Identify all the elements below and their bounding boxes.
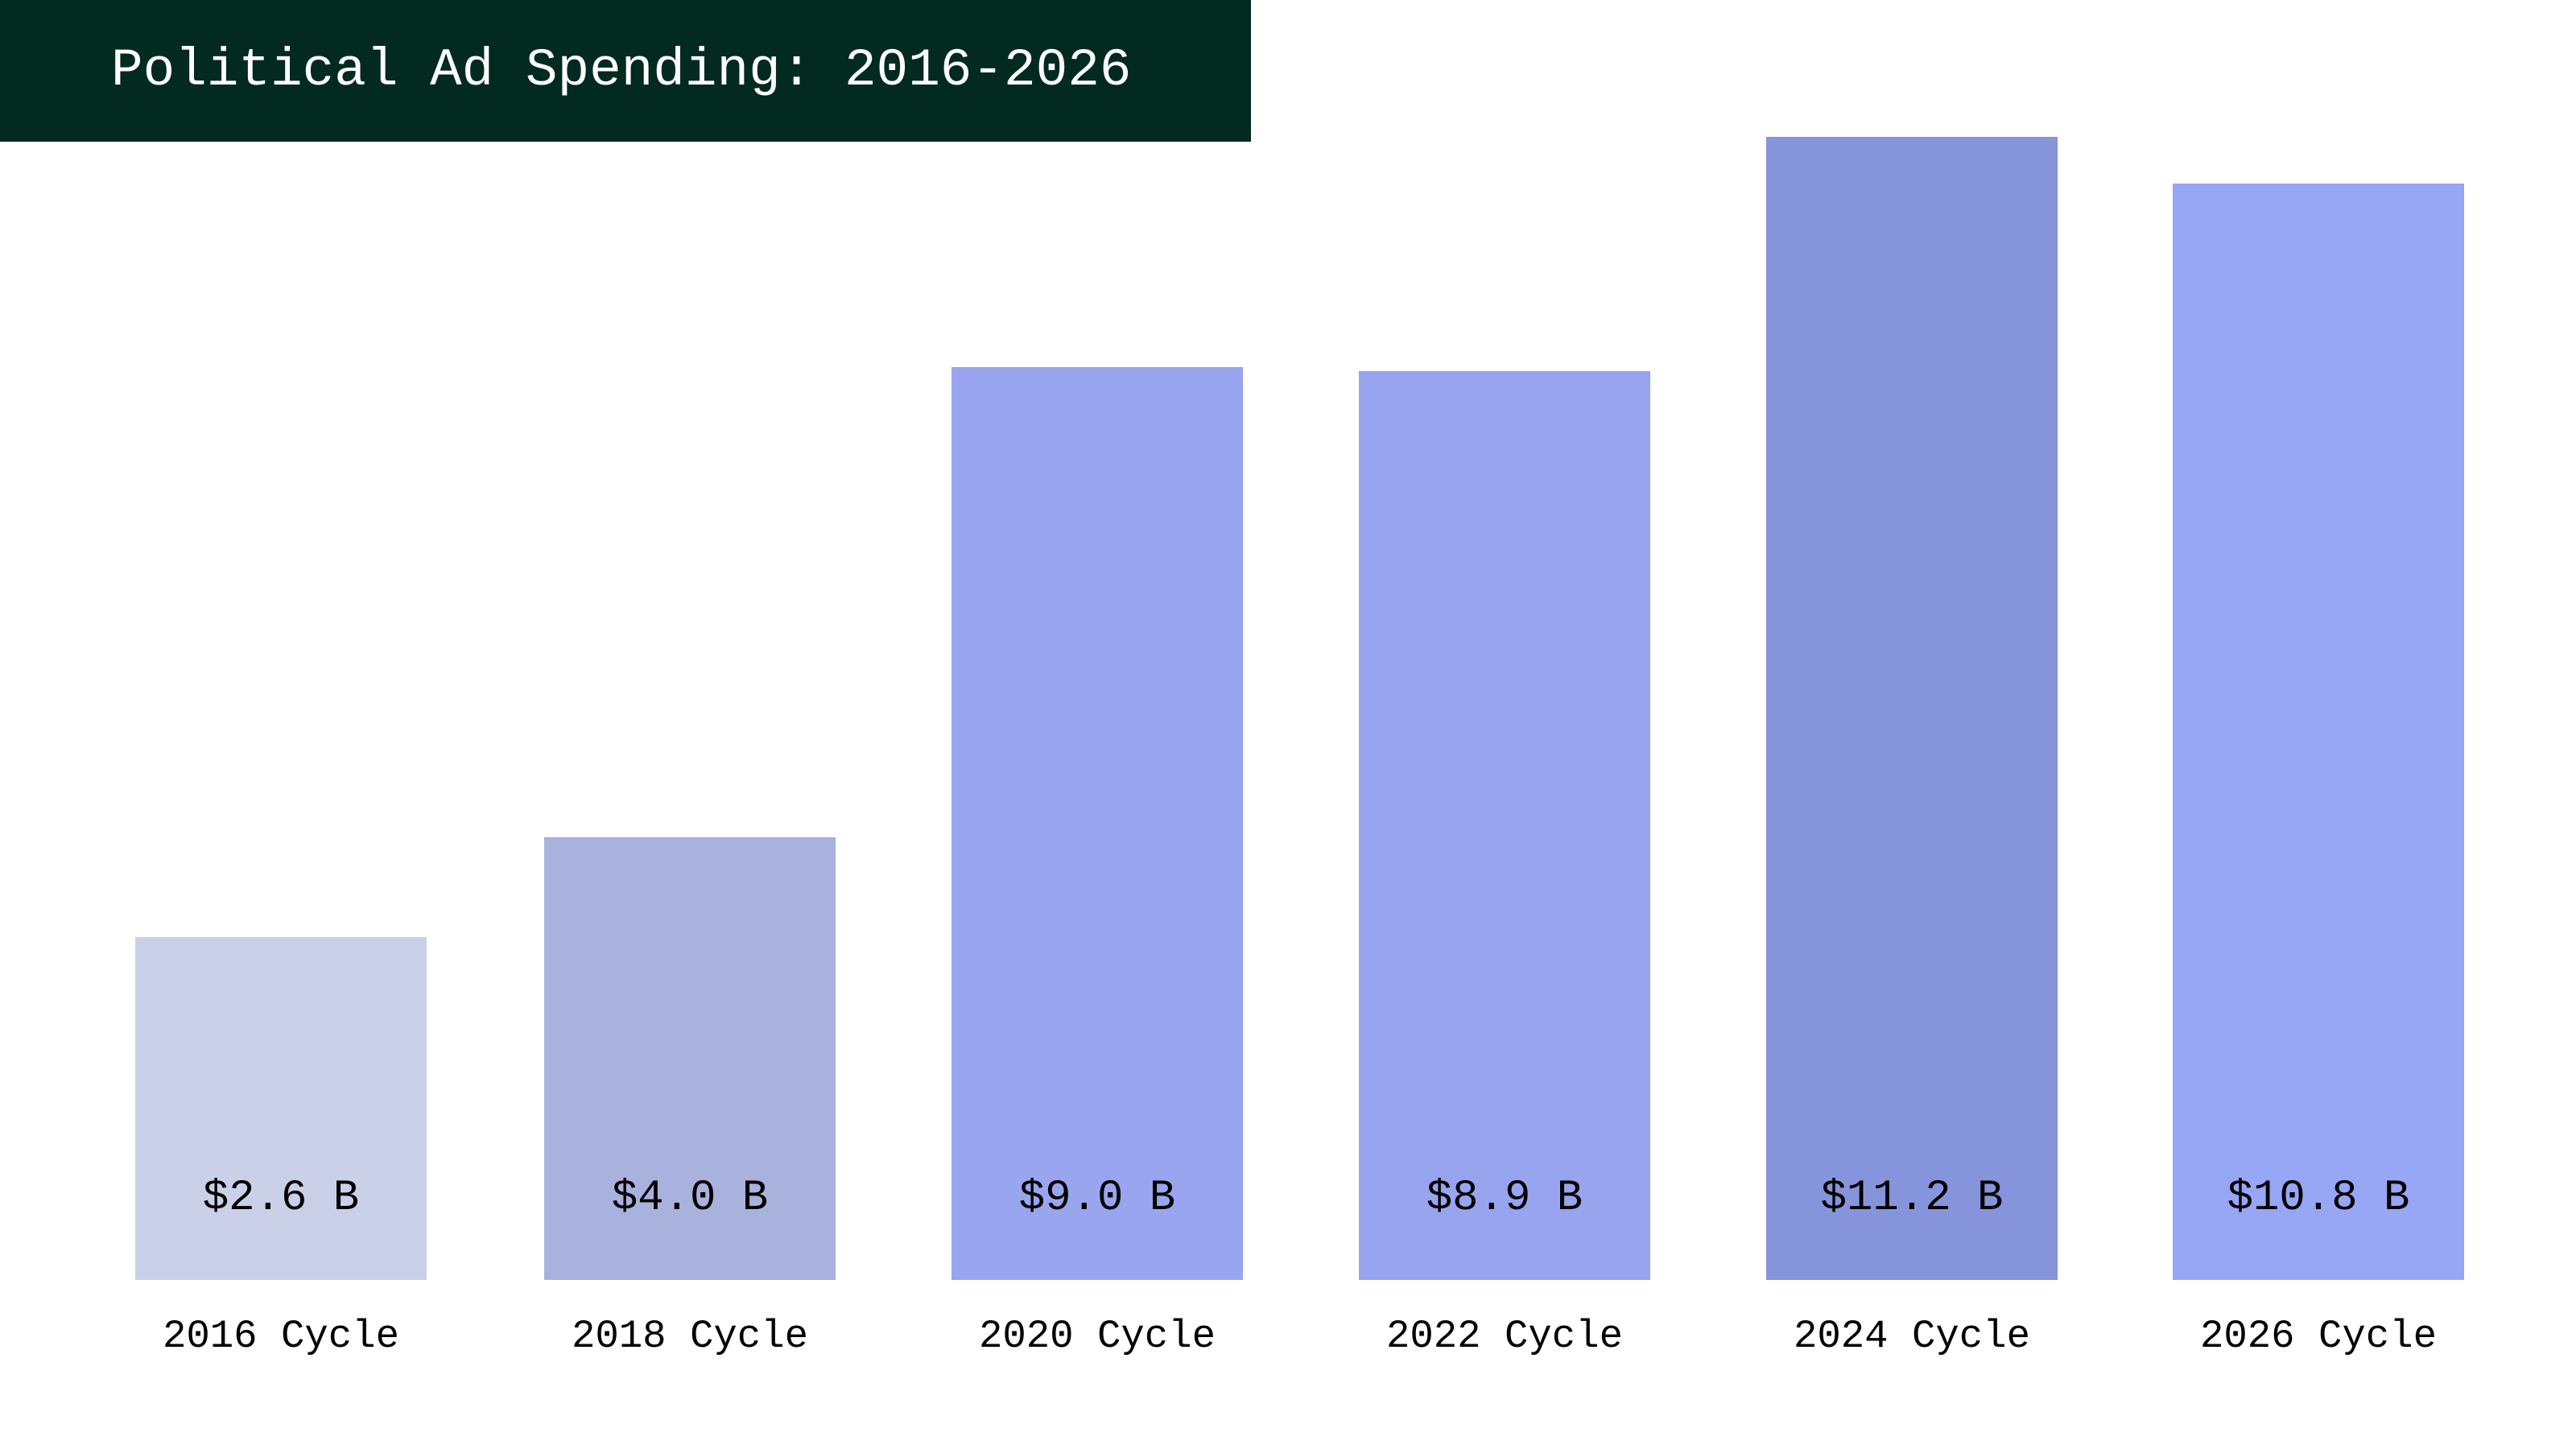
bar-value-label: $8.9 B <box>1426 1173 1583 1223</box>
axis-label: 2022 Cycle <box>1385 1314 1624 1359</box>
bar-value-label: $11.2 B <box>1820 1173 2004 1223</box>
bar-2024-cycle: $11.2 B <box>1766 137 2058 1280</box>
bar-value-label: $2.6 B <box>202 1173 360 1223</box>
axis-label: 2016 Cycle <box>162 1314 400 1359</box>
axis-label: 2026 Cycle <box>2199 1314 2438 1359</box>
axis-label: 2018 Cycle <box>571 1314 809 1359</box>
bar-value-label: $9.0 B <box>1018 1173 1176 1223</box>
chart-title: Political Ad Spending: 2016-2026 <box>111 40 1132 101</box>
axis-label: 2020 Cycle <box>978 1314 1216 1359</box>
bar-2026-cycle: $10.8 B <box>2173 184 2464 1280</box>
bar-value-label: $4.0 B <box>611 1173 769 1223</box>
bar-2020-cycle: $9.0 B <box>952 367 1243 1280</box>
axis-label: 2024 Cycle <box>1793 1314 2031 1359</box>
bar-value-label: $10.8 B <box>2227 1173 2410 1223</box>
bar-2018-cycle: $4.0 B <box>544 837 836 1280</box>
bar-2022-cycle: $8.9 B <box>1359 371 1650 1280</box>
bar-2016-cycle: $2.6 B <box>135 937 427 1280</box>
chart-title-box: Political Ad Spending: 2016-2026 <box>0 0 1251 142</box>
